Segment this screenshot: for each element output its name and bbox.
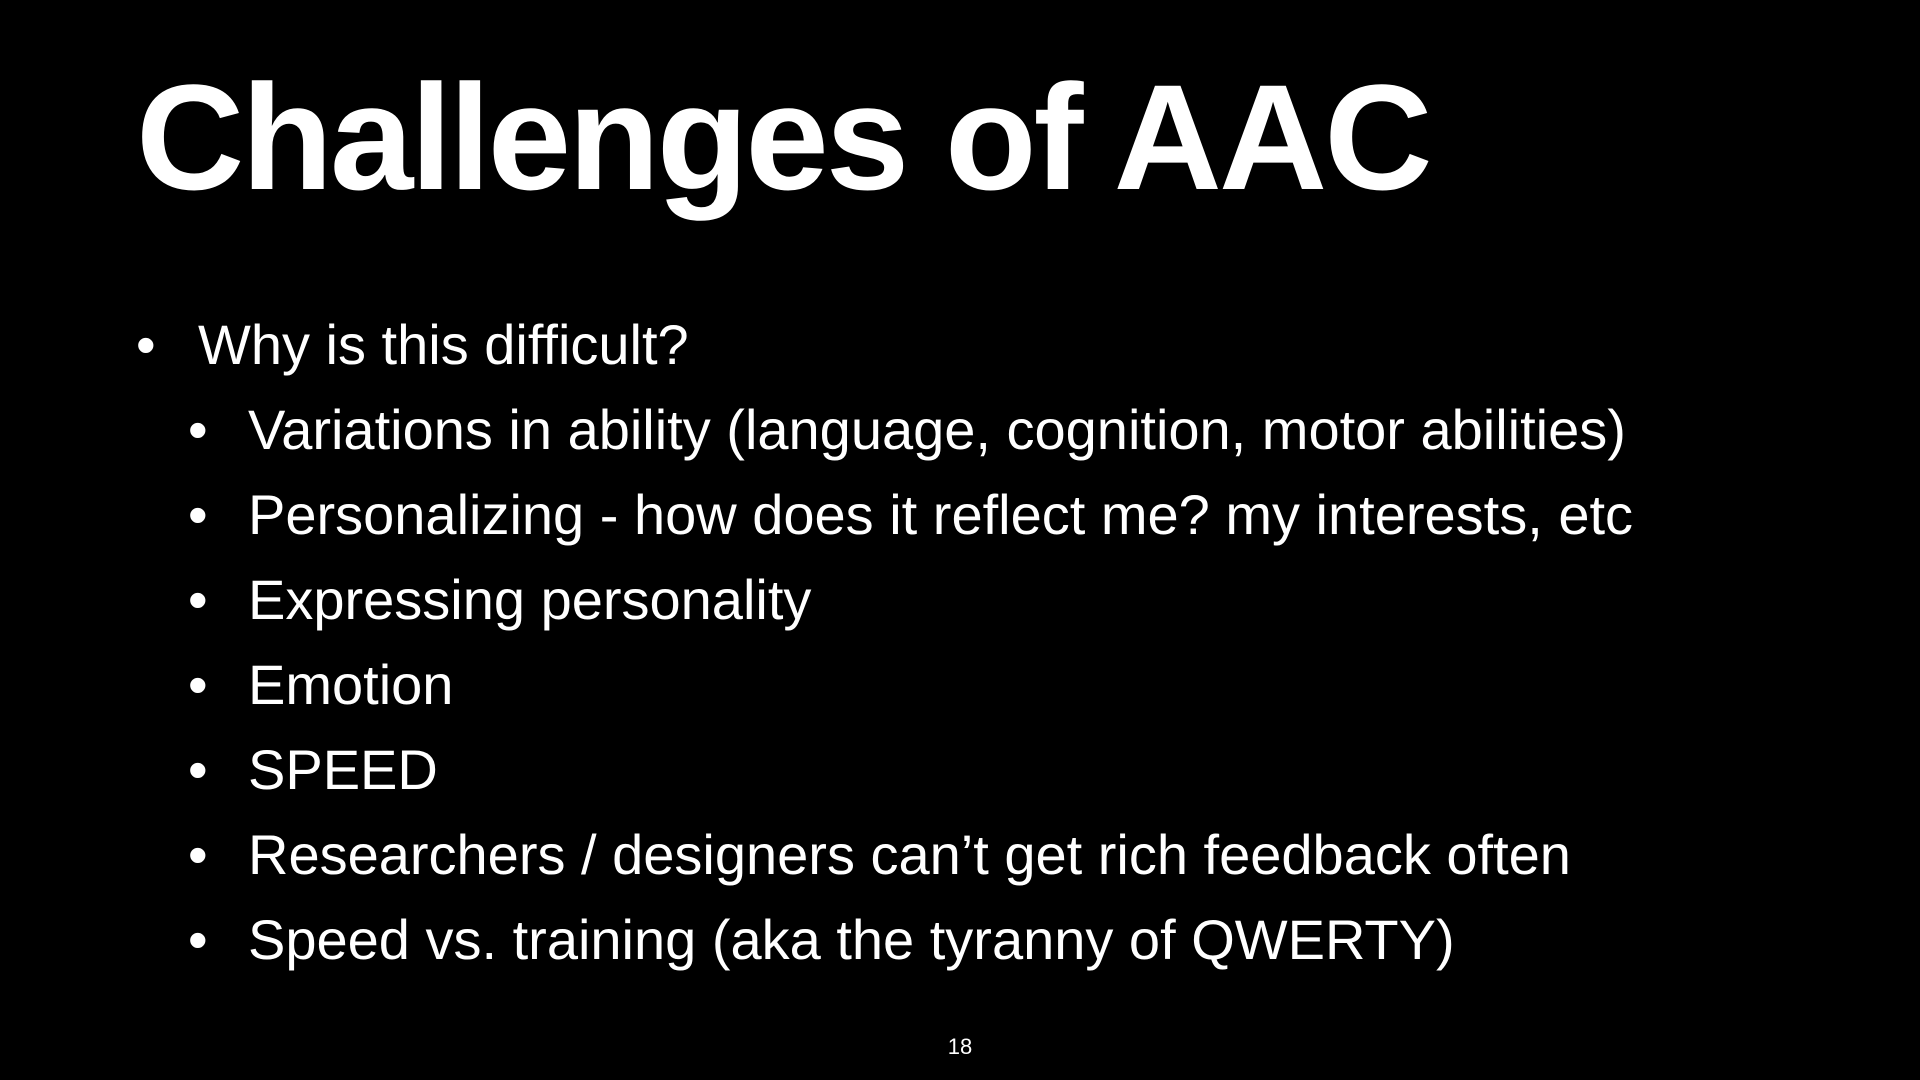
bullet-text: Speed vs. training (aka the tyranny of Q… <box>248 908 1455 971</box>
bullet-text: Personalizing - how does it reflect me? … <box>248 483 1634 546</box>
bullet-marker: • <box>136 313 156 376</box>
slide-title: Challenges of AAC <box>136 53 1433 221</box>
page-number: 18 <box>947 1034 973 1059</box>
bullet-text: Variations in ability (language, cogniti… <box>248 398 1626 461</box>
bullet-marker: • <box>188 738 208 801</box>
bullet-marker: • <box>188 653 208 716</box>
bullet-marker: • <box>188 398 208 461</box>
bullet-text: Emotion <box>248 653 454 716</box>
bullet-text: Expressing personality <box>248 568 812 631</box>
bullet-text: SPEED <box>248 738 438 801</box>
bullet-marker: • <box>188 483 208 546</box>
bullet-marker: • <box>188 568 208 631</box>
bullet-text: Why is this difficult? <box>198 313 689 376</box>
bullet-marker: • <box>188 908 208 971</box>
bullet-text: Researchers / designers can’t get rich f… <box>248 823 1571 886</box>
bullet-marker: • <box>188 823 208 886</box>
